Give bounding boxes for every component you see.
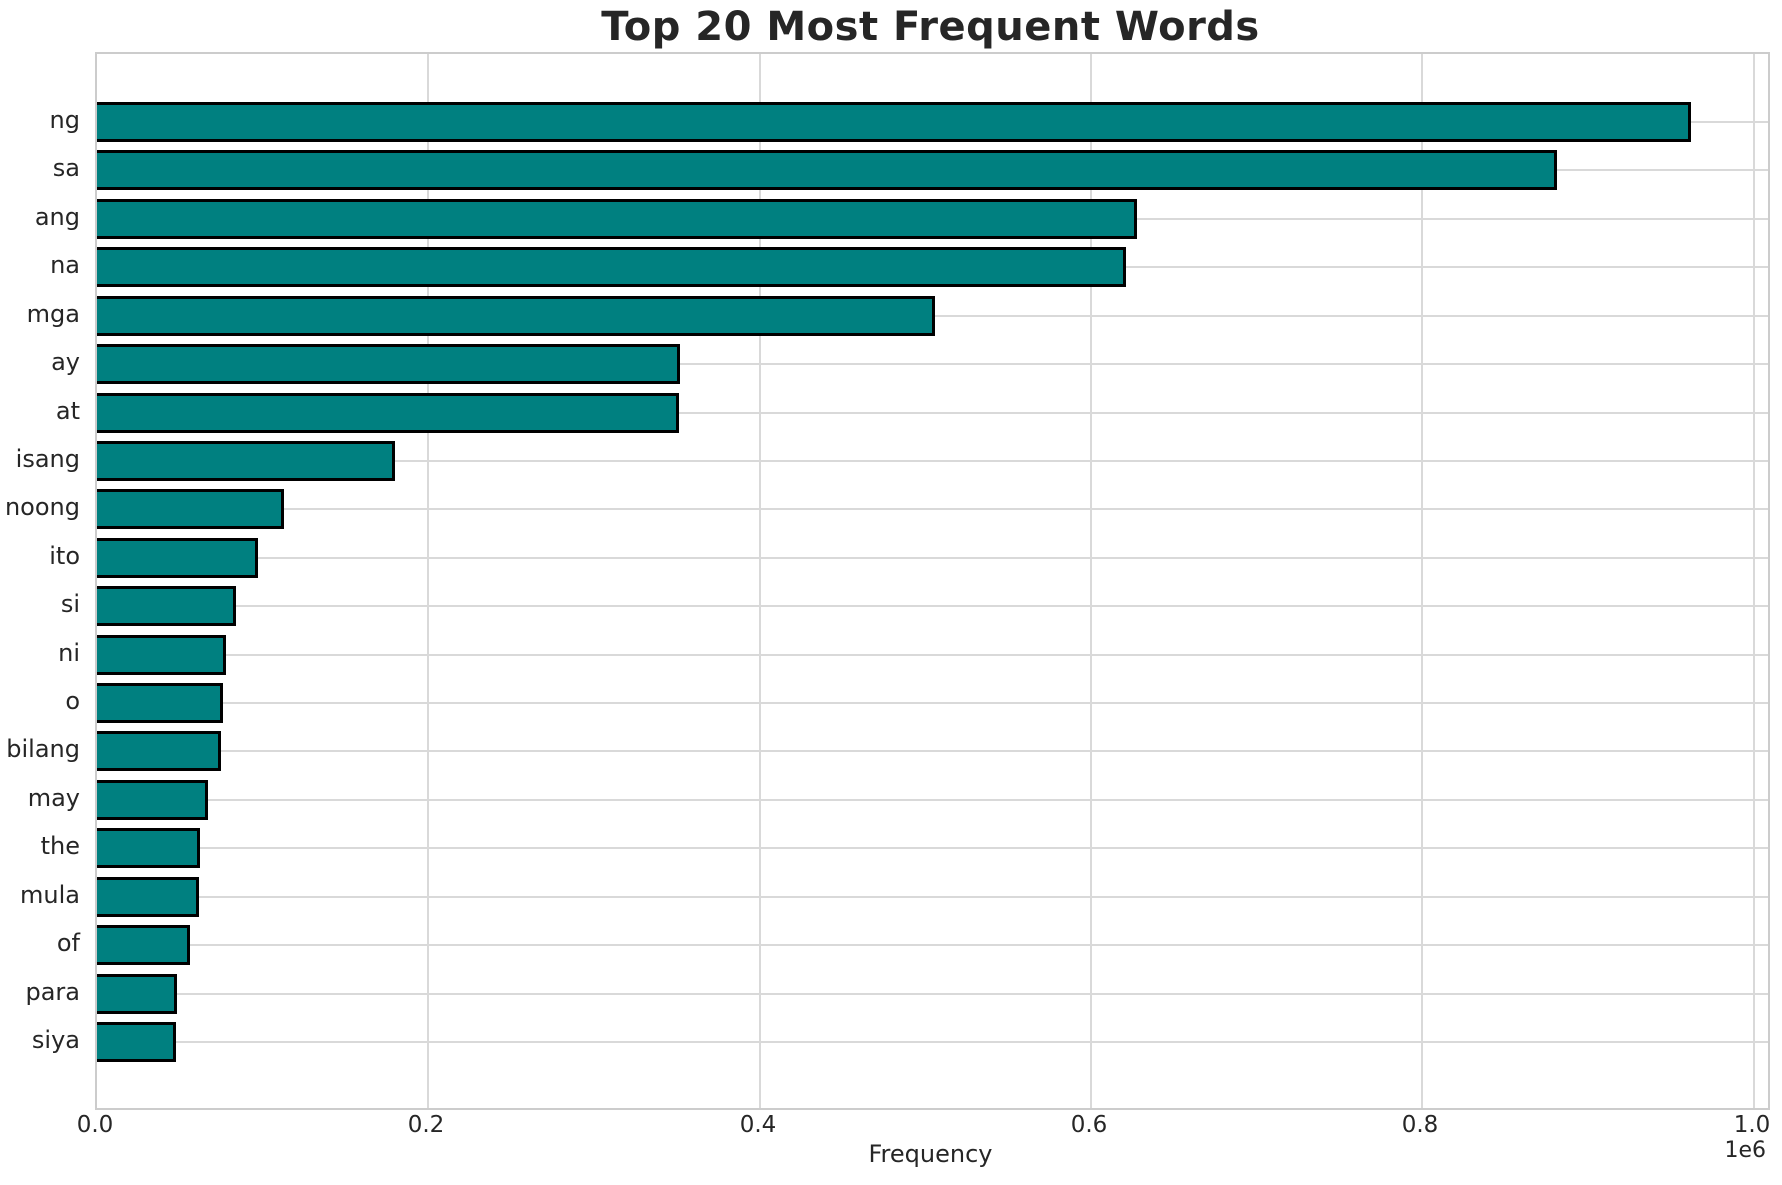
y-tick-label-of: of — [56, 929, 80, 957]
gridline-horizontal — [97, 702, 1768, 705]
chart-title: Top 20 Most Frequent Words — [601, 4, 1260, 50]
y-tick-label-para: para — [25, 978, 80, 1006]
x-axis-offset-label: 1e6 — [1724, 1138, 1766, 1163]
gridline-horizontal — [97, 1040, 1768, 1043]
x-tick-label: 0.6 — [1070, 1112, 1108, 1138]
gridline-vertical — [1090, 54, 1092, 1108]
bar-ay — [97, 344, 680, 384]
bar-may — [97, 780, 208, 820]
gridline-horizontal — [97, 895, 1768, 898]
y-tick-label-si: si — [60, 590, 80, 618]
x-axis-label: Frequency — [868, 1140, 993, 1168]
bar-ni — [97, 635, 226, 675]
y-tick-label-ito: ito — [49, 542, 80, 570]
bar-bilang — [97, 731, 221, 771]
plot-area — [95, 52, 1770, 1110]
y-tick-label-o: o — [65, 687, 80, 715]
gridline-vertical — [1421, 54, 1423, 1108]
y-tick-label-ni: ni — [58, 639, 80, 667]
y-tick-label-bilang: bilang — [6, 735, 80, 763]
y-tick-label-sa: sa — [52, 154, 80, 182]
x-tick-label: 0.4 — [739, 1112, 777, 1138]
y-tick-label-may: may — [27, 784, 80, 812]
gridline-horizontal — [97, 653, 1768, 656]
y-tick-label-siya: siya — [31, 1026, 80, 1054]
y-tick-label-the: the — [40, 832, 80, 860]
y-tick-label-isang: isang — [15, 445, 80, 473]
bar-ito — [97, 538, 258, 578]
bar-ng — [97, 102, 1691, 142]
gridline-horizontal — [97, 363, 1768, 366]
bar-isang — [97, 441, 395, 481]
y-tick-label-mga: mga — [26, 300, 80, 328]
gridline-vertical — [427, 54, 429, 1108]
x-tick-label: 0.2 — [407, 1112, 445, 1138]
gridline-horizontal — [97, 605, 1768, 608]
x-tick-label: 1.0 — [1733, 1112, 1771, 1138]
bar-para — [97, 974, 177, 1014]
gridline-horizontal — [97, 459, 1768, 462]
x-tick-label: 0.8 — [1401, 1112, 1439, 1138]
bar-sa — [97, 150, 1557, 190]
y-tick-label-at: at — [55, 397, 80, 425]
bar-siya — [97, 1022, 176, 1062]
bar-noong — [97, 489, 284, 529]
bar-at — [97, 393, 679, 433]
bar-of — [97, 925, 190, 965]
gridline-horizontal — [97, 798, 1768, 801]
y-tick-label-mula: mula — [20, 881, 80, 909]
bar-na — [97, 247, 1126, 287]
gridline-vertical — [1753, 54, 1755, 1108]
y-tick-label-noong: noong — [4, 493, 80, 521]
gridline-horizontal — [97, 944, 1768, 947]
gridline-horizontal — [97, 556, 1768, 559]
y-tick-label-ng: ng — [49, 106, 80, 134]
y-tick-label-na: na — [50, 251, 80, 279]
bar-o — [97, 683, 223, 723]
gridline-horizontal — [97, 750, 1768, 753]
bar-mga — [97, 296, 935, 336]
bar-the — [97, 828, 200, 868]
bar-ang — [97, 199, 1137, 239]
bar-si — [97, 586, 236, 626]
bar-mula — [97, 877, 199, 917]
y-tick-label-ang: ang — [34, 203, 80, 231]
gridline-horizontal — [97, 992, 1768, 995]
gridline-horizontal — [97, 847, 1768, 850]
x-tick-label: 0.0 — [76, 1112, 114, 1138]
y-tick-label-ay: ay — [51, 348, 80, 376]
gridline-horizontal — [97, 508, 1768, 511]
gridline-vertical — [759, 54, 761, 1108]
gridline-horizontal — [97, 411, 1768, 414]
